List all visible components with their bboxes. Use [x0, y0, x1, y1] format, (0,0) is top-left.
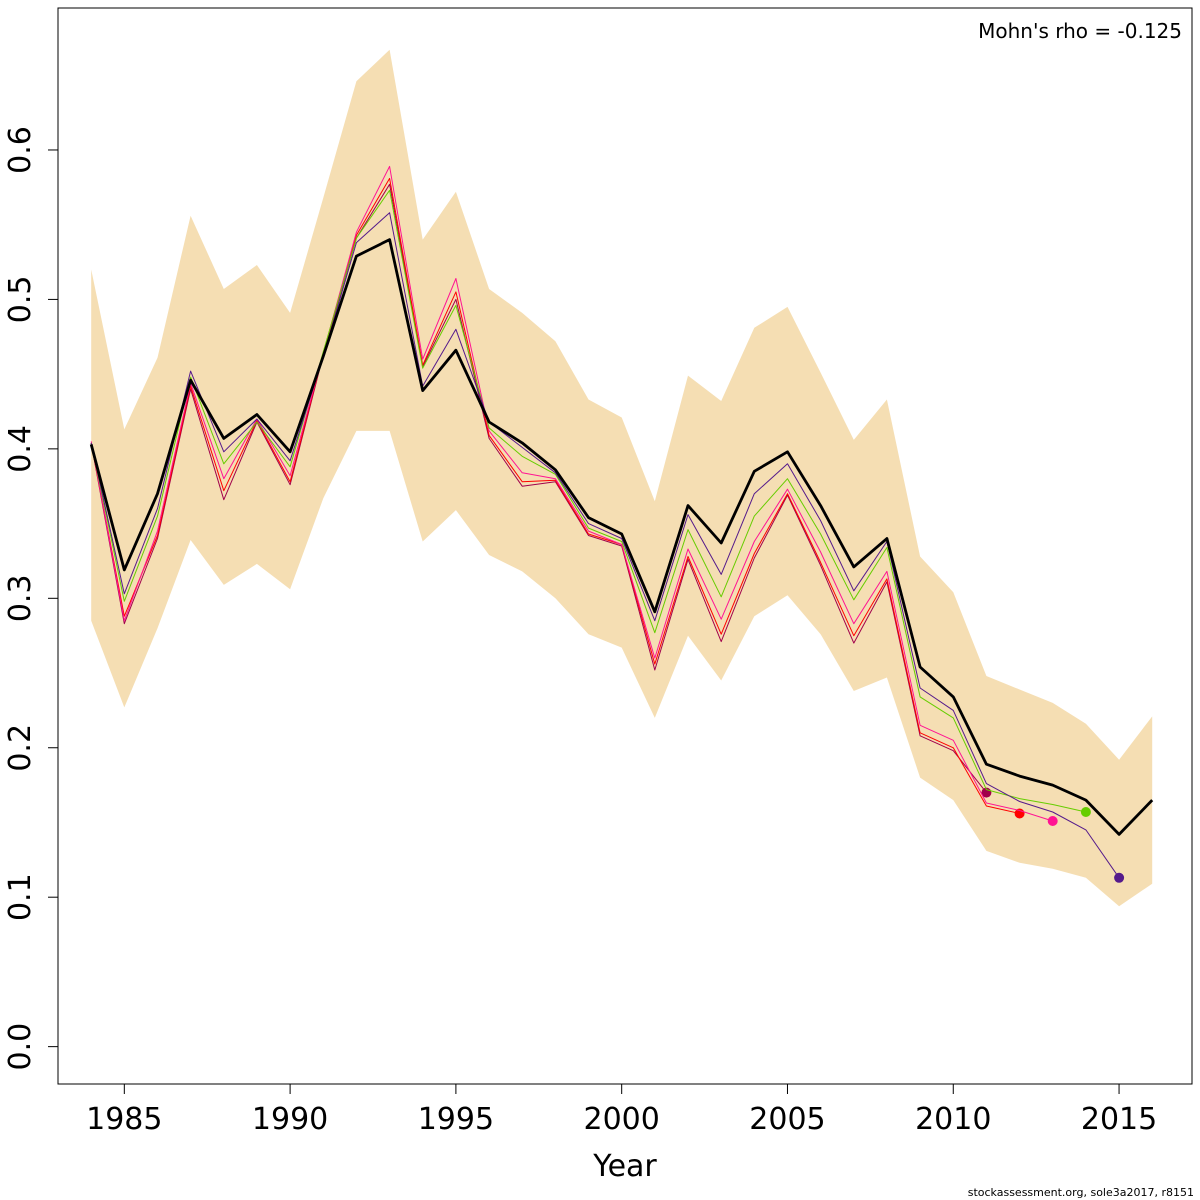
credit-text: stockassessment.org, sole3a2017, r8151 — [968, 1186, 1194, 1199]
plot-frame — [57, 7, 1193, 1085]
x-tick-label: 2005 — [749, 1102, 825, 1137]
series-layer — [89, 165, 1154, 883]
y-tick-label: 0.6 — [3, 126, 38, 174]
series-endpoint-2 — [1080, 807, 1091, 817]
y-tick-label: 0.5 — [3, 276, 38, 324]
series-line-4 — [90, 177, 1020, 814]
series-line-1 — [90, 212, 1120, 879]
y-tick-label: 0.4 — [3, 425, 38, 473]
confidence-band — [91, 49, 1153, 907]
axis-layer: 1985 1990 1995 2000 2005 2010 2015 0.0 0.1 0.2 0.3… — [3, 126, 1157, 1137]
y-tick-label: 0.2 — [3, 724, 38, 772]
x-tick-label: 2000 — [584, 1102, 660, 1137]
series-endpoint-1 — [1114, 872, 1125, 883]
series-endpoint-3 — [1047, 816, 1058, 826]
series-line-2 — [90, 189, 1087, 813]
mohns-rho-annotation: Mohn's rho = -0.125 — [978, 19, 1182, 43]
y-tick-label: 0.0 — [3, 1023, 38, 1071]
y-tick-label: 0.1 — [3, 873, 38, 921]
confidence-band-layer — [91, 49, 1153, 907]
series-line-5 — [90, 183, 987, 793]
x-tick-label: 2010 — [915, 1102, 991, 1137]
y-tick-label: 0.3 — [3, 574, 38, 622]
x-tick-label: 1985 — [86, 1102, 162, 1137]
x-tick-label: 2015 — [1081, 1102, 1157, 1137]
x-axis-title: Year — [592, 1149, 657, 1184]
series-line-0 — [89, 238, 1154, 836]
x-tick-label: 1990 — [252, 1102, 328, 1137]
x-tick-label: 1995 — [418, 1102, 494, 1137]
